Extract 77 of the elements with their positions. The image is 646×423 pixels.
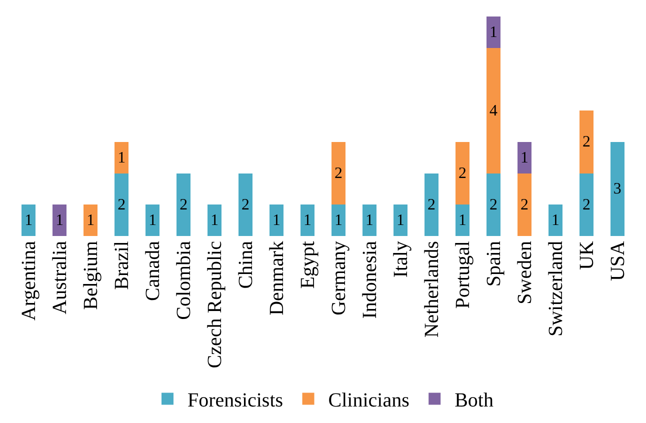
x-tick-label: Germany xyxy=(328,241,350,316)
data-label: 3 xyxy=(613,180,622,198)
x-tick-label: China xyxy=(235,240,258,289)
bar xyxy=(610,142,624,236)
legend-label: Clinicians xyxy=(328,390,410,412)
x-tick-label: Portugal xyxy=(452,240,474,309)
bar xyxy=(52,204,67,236)
x-tick-label: USA xyxy=(606,240,629,282)
bar xyxy=(394,204,408,236)
data-label: 1 xyxy=(304,212,312,230)
bar xyxy=(486,16,500,48)
bar xyxy=(332,142,346,205)
bar xyxy=(146,204,160,236)
data-label: 2 xyxy=(458,165,466,182)
bar xyxy=(455,142,470,205)
bar xyxy=(114,173,129,236)
x-tick-label: Denmark xyxy=(266,241,288,316)
bar xyxy=(486,48,500,174)
x-tick-label: Australia xyxy=(49,240,72,314)
bar xyxy=(208,204,222,236)
data-label: 2 xyxy=(582,196,590,214)
data-label: 1 xyxy=(118,149,126,166)
data-label: 2 xyxy=(118,196,126,214)
bar xyxy=(238,173,252,236)
data-label: 2 xyxy=(334,165,343,182)
bar xyxy=(84,204,98,236)
data-label: 1 xyxy=(210,212,219,230)
bar xyxy=(22,204,36,236)
data-label: 4 xyxy=(489,102,498,120)
data-label: 2 xyxy=(242,196,250,214)
x-tick-label: Egypt xyxy=(297,240,319,289)
data-label: 1 xyxy=(396,212,404,230)
data-label: 1 xyxy=(56,212,64,230)
bar xyxy=(548,204,562,236)
bar xyxy=(424,173,438,236)
x-tick-label: Canada xyxy=(142,240,164,301)
bar xyxy=(270,204,284,236)
data-label: 1 xyxy=(334,212,342,230)
data-label: 1 xyxy=(489,24,498,41)
legend-label: Both xyxy=(454,390,494,412)
bar xyxy=(455,204,470,236)
bar xyxy=(114,142,129,174)
bar xyxy=(332,204,346,236)
data-label: 1 xyxy=(24,212,33,230)
bar xyxy=(362,204,376,236)
data-label: 1 xyxy=(366,212,374,230)
bar xyxy=(300,204,314,236)
data-label: 1 xyxy=(272,212,280,230)
x-tick-label: Sweden xyxy=(514,241,536,304)
bar xyxy=(517,173,532,236)
x-tick-label: Switzerland xyxy=(544,241,567,337)
bar xyxy=(579,173,594,236)
bar xyxy=(579,110,594,174)
legend-label: Forensicists xyxy=(188,390,284,412)
x-tick-label: Spain xyxy=(482,241,505,287)
data-label: 1 xyxy=(551,212,560,230)
x-tick-label: Netherlands xyxy=(420,240,443,338)
x-tick-label: Indonesia xyxy=(358,240,381,319)
bar xyxy=(517,142,532,174)
data-label: 2 xyxy=(520,196,528,214)
x-tick-label: UK xyxy=(576,240,598,270)
bar xyxy=(176,173,191,236)
data-label: 1 xyxy=(148,212,157,230)
data-label: 1 xyxy=(86,212,95,230)
data-label: 2 xyxy=(180,196,188,214)
data-label: 2 xyxy=(489,196,498,214)
data-label: 1 xyxy=(458,212,466,230)
x-tick-label: Italy xyxy=(390,241,412,278)
x-tick-label: Colombia xyxy=(173,240,196,320)
x-tick-label: Brazil xyxy=(111,240,134,290)
data-label: 2 xyxy=(582,134,590,151)
x-tick-label: Argentina xyxy=(18,240,40,321)
data-label: 1 xyxy=(520,149,528,166)
x-tick-label: Czech Republic xyxy=(204,240,226,368)
x-tick-label: Belgium xyxy=(80,240,102,310)
bar xyxy=(486,173,500,236)
data-label: 2 xyxy=(427,196,436,214)
